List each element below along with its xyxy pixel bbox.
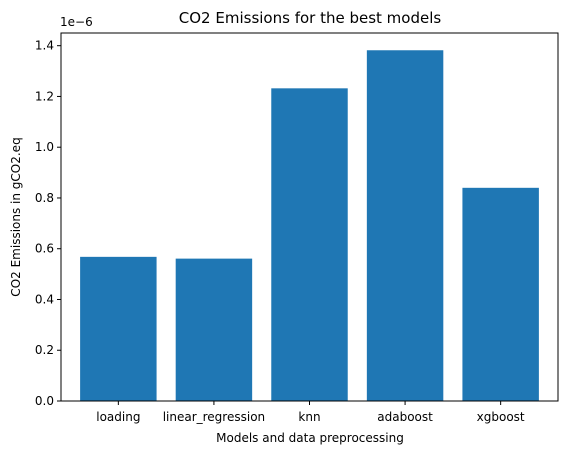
bar-adaboost (366, 50, 444, 401)
y-axis-label: CO2 Emissions in gCO2.eq (9, 137, 23, 296)
bar-linear_regression (175, 258, 253, 401)
x-axis-label: Models and data preprocessing (216, 431, 404, 445)
x-tick-label: adaboost (377, 410, 433, 424)
y-tick-label: 0.8 (35, 191, 54, 205)
y-offset-label: 1e−6 (60, 15, 93, 29)
y-tick-label: 0.0 (35, 394, 54, 408)
x-axis: loading linear_regression knn adaboost xgboo… (96, 401, 525, 424)
chart-title: CO2 Emissions for the best models (179, 9, 442, 27)
y-tick-label: 1.2 (35, 89, 54, 103)
x-tick-label: xgboost (477, 410, 525, 424)
x-tick-label: loading (96, 410, 140, 424)
x-tick-label: linear_regression (163, 410, 265, 424)
y-axis: 0.0 0.2 0.4 0.6 0.8 1.0 1.2 1.4 (35, 39, 61, 408)
y-tick-label: 0.2 (35, 343, 54, 357)
bar-loading (80, 256, 157, 401)
y-tick-label: 0.4 (35, 292, 54, 306)
bar-xgboost (462, 187, 539, 401)
y-tick-label: 0.6 (35, 242, 54, 256)
bar-knn (271, 88, 348, 401)
y-tick-label: 1.4 (35, 39, 54, 53)
y-tick-label: 1.0 (35, 140, 54, 154)
bars-group (80, 50, 539, 401)
x-tick-label: knn (298, 410, 320, 424)
